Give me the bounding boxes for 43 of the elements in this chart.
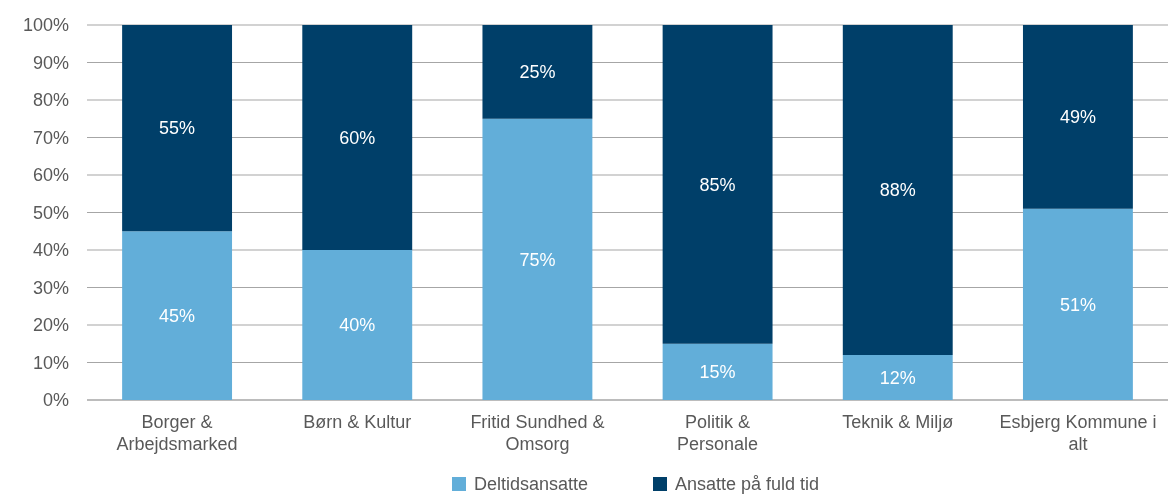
- data-label: 85%: [699, 174, 736, 195]
- y-tick-label: 30%: [32, 277, 69, 298]
- x-tick-label: Borger & Arbejdsmarked: [116, 412, 238, 454]
- data-label: 25%: [519, 62, 556, 83]
- data-label: 75%: [519, 249, 556, 270]
- data-label: 55%: [159, 118, 196, 139]
- x-tick-label: Børn & Kultur: [303, 412, 412, 432]
- y-tick-label: 100%: [22, 15, 69, 36]
- x-tick-label: Esbjerg Kommune i alt: [999, 412, 1157, 454]
- bar: [122, 231, 233, 400]
- bar: [842, 25, 953, 355]
- bar: [482, 118, 593, 400]
- y-tick-label: 50%: [32, 202, 69, 223]
- x-tick-label: Fritid Sundhed & Omsorg: [470, 412, 605, 454]
- bar: [662, 343, 773, 400]
- data-label: 60%: [339, 127, 376, 148]
- x-tick-label: Teknik & Miljø: [842, 412, 954, 432]
- bar: [1022, 208, 1133, 400]
- data-label: 88%: [879, 180, 916, 201]
- bar: [122, 25, 233, 232]
- y-tick-label: 20%: [32, 315, 69, 336]
- bar: [842, 355, 953, 400]
- y-tick-label: 40%: [32, 240, 69, 261]
- bar: [662, 25, 773, 344]
- y-tick-label: 10%: [32, 352, 69, 373]
- y-tick-label: 60%: [32, 165, 69, 186]
- bar: [1022, 25, 1133, 209]
- y-tick-label: 90%: [32, 52, 69, 73]
- data-label: 49%: [1059, 107, 1096, 128]
- legend-label: Deltidsansatte: [474, 474, 589, 494]
- x-tick-label: Politik & Personale: [677, 412, 759, 454]
- bar: [302, 25, 413, 250]
- legend-label: Ansatte på fuld tid: [675, 474, 820, 494]
- data-label: 15%: [699, 362, 736, 383]
- data-label: 51%: [1059, 294, 1096, 315]
- y-tick-label: 80%: [32, 90, 69, 111]
- bar: [302, 250, 413, 400]
- data-label: 40%: [339, 315, 376, 336]
- bar: [482, 25, 593, 119]
- data-label: 12%: [879, 367, 916, 388]
- data-label: 45%: [159, 305, 196, 326]
- y-tick-label: 0%: [42, 390, 69, 411]
- y-tick-label: 70%: [32, 127, 69, 148]
